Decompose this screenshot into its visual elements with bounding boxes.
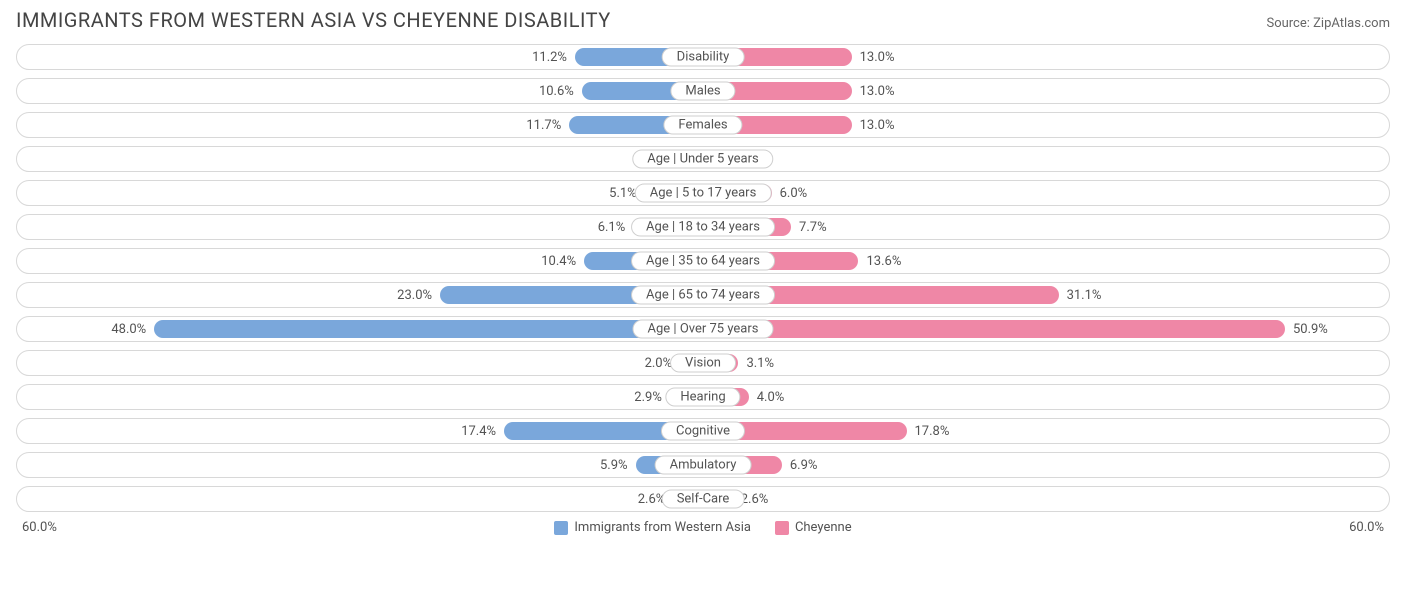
chart-row: 11.7% 13.0% Females [16,112,1390,138]
value-label-left: 5.9% [592,458,636,473]
value-label-right: 17.8% [907,424,958,439]
legend: Immigrants from Western Asia Cheyenne [57,520,1349,535]
category-pill: Age | Over 75 years [633,320,774,339]
chart-row: 2.9% 4.0% Hearing [16,384,1390,410]
legend-label-right: Cheyenne [795,520,852,535]
chart-source: Source: ZipAtlas.com [1266,16,1390,31]
bar-right [703,320,1285,338]
bar-left [154,320,703,338]
chart-row: 10.4% 13.6% Age | 35 to 64 years [16,248,1390,274]
value-label-right: 13.6% [858,254,909,269]
value-label-left: 11.2% [524,50,575,65]
value-label-left: 23.0% [389,288,440,303]
legend-swatch-left [554,521,568,535]
chart-row: 6.1% 7.7% Age | 18 to 34 years [16,214,1390,240]
chart-header: IMMIGRANTS FROM WESTERN ASIA VS CHEYENNE… [16,8,1390,32]
category-pill: Hearing [665,388,740,407]
chart-row: 2.6%2.6%Self-Care [16,486,1390,512]
category-pill: Age | 5 to 17 years [635,184,772,203]
chart-row: 5.9% 6.9% Ambulatory [16,452,1390,478]
legend-label-left: Immigrants from Western Asia [574,520,751,535]
category-pill: Self-Care [662,490,745,509]
chart-area: 11.2% 13.0% Disability 10.6% 13.0% Males 11.7%… [16,44,1390,512]
value-label-right: 31.1% [1059,288,1110,303]
value-label-right: 13.0% [852,84,903,99]
chart-row: 10.6% 13.0% Males [16,78,1390,104]
value-label-left: 11.7% [518,118,569,133]
category-pill: Males [670,82,735,101]
value-label-left: 17.4% [453,424,504,439]
category-pill: Age | 18 to 34 years [631,218,775,237]
category-pill: Vision [670,354,736,373]
value-label-right: 50.9% [1285,322,1336,337]
value-label-right: 3.1% [738,356,782,371]
legend-swatch-right [775,521,789,535]
category-pill: Age | Under 5 years [632,150,773,169]
category-pill: Age | 65 to 74 years [631,286,775,305]
axis-max-left: 60.0% [16,520,57,535]
chart-row: 1.1%1.5%Age | Under 5 years [16,146,1390,172]
value-label-right: 4.0% [749,390,793,405]
value-label-right: 13.0% [852,118,903,133]
value-label-left: 48.0% [103,322,154,337]
legend-item-left: Immigrants from Western Asia [554,520,751,535]
chart-row: 23.0% 31.1% Age | 65 to 74 years [16,282,1390,308]
value-label-left: 10.4% [533,254,584,269]
value-label-left: 6.1% [590,220,634,235]
category-pill: Disability [662,48,745,67]
chart-row: 5.1%6.0%Age | 5 to 17 years [16,180,1390,206]
value-label-right: 6.0% [772,186,816,201]
value-label-right: 7.7% [791,220,835,235]
chart-row: 2.0%3.1%Vision [16,350,1390,376]
chart-footer: 60.0% Immigrants from Western Asia Cheye… [16,520,1390,535]
chart-row: 48.0% 50.9% Age | Over 75 years [16,316,1390,342]
value-label-left: 10.6% [531,84,582,99]
category-pill: Age | 35 to 64 years [631,252,775,271]
category-pill: Females [663,116,742,135]
category-pill: Cognitive [661,422,745,441]
value-label-right: 13.0% [852,50,903,65]
chart-row: 11.2% 13.0% Disability [16,44,1390,70]
value-label-right: 6.9% [782,458,826,473]
value-label-left: 2.9% [626,390,670,405]
legend-item-right: Cheyenne [775,520,852,535]
chart-title: IMMIGRANTS FROM WESTERN ASIA VS CHEYENNE… [16,8,611,32]
chart-row: 17.4% 17.8% Cognitive [16,418,1390,444]
category-pill: Ambulatory [655,456,752,475]
axis-max-right: 60.0% [1349,520,1390,535]
